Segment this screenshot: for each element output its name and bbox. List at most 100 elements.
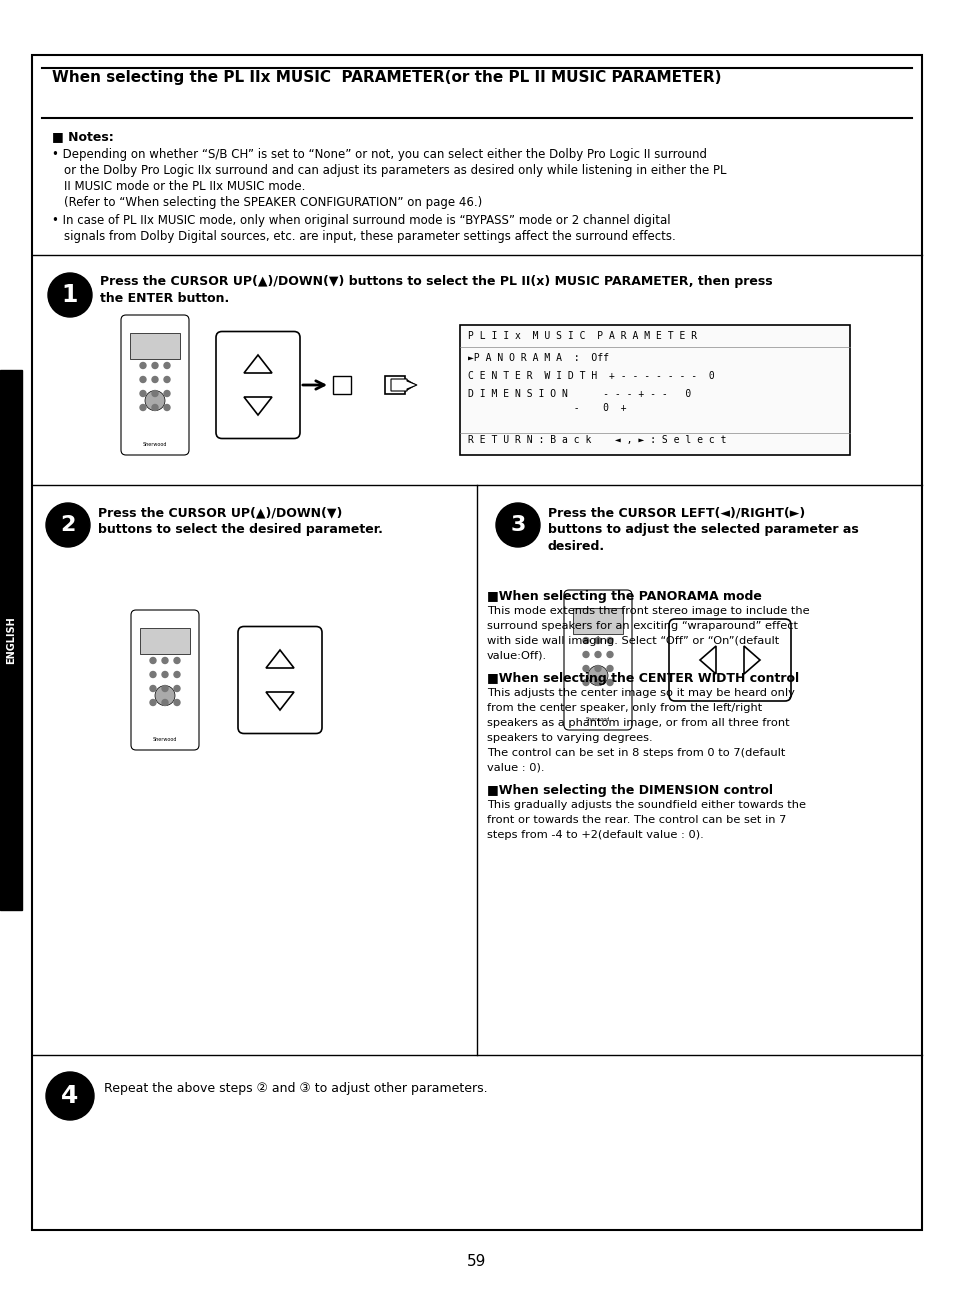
Text: This mode extends the front stereo image to include the: This mode extends the front stereo image…: [486, 606, 809, 616]
Circle shape: [173, 672, 180, 677]
Text: -    0  +: - 0 +: [468, 403, 626, 413]
Polygon shape: [244, 397, 272, 416]
Polygon shape: [266, 691, 294, 710]
Circle shape: [150, 685, 156, 691]
Text: This adjusts the center image so it may be heard only: This adjusts the center image so it may …: [486, 687, 794, 698]
Circle shape: [173, 699, 180, 706]
Text: or the Dolby Pro Logic IIx surround and can adjust its parameters as desired onl: or the Dolby Pro Logic IIx surround and …: [64, 163, 726, 176]
Circle shape: [145, 391, 165, 410]
Text: Sherwood: Sherwood: [143, 442, 167, 447]
Circle shape: [606, 638, 613, 643]
Text: value:Off).: value:Off).: [486, 651, 547, 661]
Polygon shape: [385, 376, 415, 393]
Text: ■When selecting the CENTER WIDTH control: ■When selecting the CENTER WIDTH control: [486, 672, 799, 685]
Circle shape: [152, 391, 158, 396]
Circle shape: [150, 672, 156, 677]
Text: The control can be set in 8 steps from 0 to 7(default: The control can be set in 8 steps from 0…: [486, 748, 784, 758]
Text: II MUSIC mode or the PL IIx MUSIC mode.: II MUSIC mode or the PL IIx MUSIC mode.: [64, 180, 305, 193]
Text: speakers as a phantom image, or from all three front: speakers as a phantom image, or from all…: [486, 718, 789, 728]
Text: Press the CURSOR UP(▲)/DOWN(▼): Press the CURSOR UP(▲)/DOWN(▼): [98, 506, 342, 519]
Text: Sherwood: Sherwood: [585, 718, 610, 721]
Text: value : 0).: value : 0).: [486, 763, 544, 772]
Text: R E T U R N : B a c k    ◄ , ► : S e l e c t: R E T U R N : B a c k ◄ , ► : S e l e c …: [468, 435, 726, 444]
Circle shape: [164, 362, 170, 369]
FancyBboxPatch shape: [131, 610, 199, 750]
FancyBboxPatch shape: [668, 620, 790, 701]
Circle shape: [582, 665, 588, 672]
Text: 1: 1: [62, 284, 78, 307]
Text: the ENTER button.: the ENTER button.: [100, 291, 229, 305]
Circle shape: [606, 665, 613, 672]
Text: This gradually adjusts the soundfield either towards the: This gradually adjusts the soundfield ei…: [486, 800, 805, 810]
Text: speakers to varying degrees.: speakers to varying degrees.: [486, 733, 652, 742]
Polygon shape: [743, 646, 760, 674]
Text: • Depending on whether “S/B CH” is set to “None” or not, you can select either t: • Depending on whether “S/B CH” is set t…: [52, 148, 706, 161]
Bar: [130, 333, 180, 359]
Circle shape: [164, 376, 170, 383]
Text: Repeat the above steps ② and ③ to adjust other parameters.: Repeat the above steps ② and ③ to adjust…: [104, 1082, 487, 1095]
Circle shape: [162, 672, 168, 677]
Text: ■ Notes:: ■ Notes:: [52, 129, 113, 142]
Text: steps from -4 to +2(default value : 0).: steps from -4 to +2(default value : 0).: [486, 830, 703, 840]
Circle shape: [164, 404, 170, 410]
Circle shape: [606, 680, 613, 685]
Polygon shape: [266, 650, 294, 668]
Circle shape: [595, 651, 600, 657]
Text: D I M E N S I O N      - - - + - -   0: D I M E N S I O N - - - + - - 0: [468, 389, 691, 399]
Polygon shape: [391, 379, 416, 391]
Circle shape: [162, 657, 168, 664]
Circle shape: [150, 657, 156, 664]
Text: from the center speaker, only from the left/right: from the center speaker, only from the l…: [486, 703, 761, 714]
Circle shape: [154, 686, 174, 706]
Circle shape: [46, 1072, 94, 1120]
Text: front or towards the rear. The control can be set in 7: front or towards the rear. The control c…: [486, 816, 785, 825]
FancyBboxPatch shape: [563, 589, 631, 731]
Circle shape: [140, 376, 146, 383]
Circle shape: [162, 699, 168, 706]
Text: (Refer to “When selecting the SPEAKER CONFIGURATION” on page 46.): (Refer to “When selecting the SPEAKER CO…: [64, 196, 482, 209]
Text: buttons to select the desired parameter.: buttons to select the desired parameter.: [98, 523, 382, 536]
Polygon shape: [244, 356, 272, 372]
Bar: [333, 376, 351, 393]
Text: with side wall imaging. Select “Off” or “On”(default: with side wall imaging. Select “Off” or …: [486, 637, 779, 646]
Text: surround speakers for an exciting “wraparound” effect: surround speakers for an exciting “wrapa…: [486, 621, 797, 631]
Text: C E N T E R  W I D T H  + - - - - - - -  0: C E N T E R W I D T H + - - - - - - - 0: [468, 371, 714, 382]
Circle shape: [582, 680, 588, 685]
Circle shape: [173, 685, 180, 691]
Circle shape: [582, 651, 588, 657]
Circle shape: [173, 657, 180, 664]
FancyBboxPatch shape: [121, 315, 189, 455]
Circle shape: [595, 665, 600, 672]
Circle shape: [164, 391, 170, 396]
Text: P L I I x  M U S I C  P A R A M E T E R: P L I I x M U S I C P A R A M E T E R: [468, 331, 697, 341]
Circle shape: [152, 404, 158, 410]
FancyBboxPatch shape: [237, 626, 322, 733]
Polygon shape: [700, 646, 716, 674]
Circle shape: [46, 503, 90, 548]
Bar: [140, 627, 190, 654]
Text: Press the CURSOR UP(▲)/DOWN(▼) buttons to select the PL II(x) MUSIC PARAMETER, t: Press the CURSOR UP(▲)/DOWN(▼) buttons t…: [100, 274, 772, 288]
Text: desired.: desired.: [547, 540, 604, 553]
Text: 3: 3: [510, 515, 525, 535]
Text: ►P A N O R A M A  :  Off: ►P A N O R A M A : Off: [468, 353, 608, 363]
Circle shape: [606, 651, 613, 657]
Circle shape: [150, 699, 156, 706]
Text: buttons to adjust the selected parameter as: buttons to adjust the selected parameter…: [547, 523, 858, 536]
Circle shape: [140, 391, 146, 396]
Bar: [0, 370, 22, 910]
Text: Sherwood: Sherwood: [152, 737, 177, 742]
Text: 59: 59: [467, 1253, 486, 1269]
Text: • In case of PL IIx MUSIC mode, only when original surround mode is “BYPASS” mod: • In case of PL IIx MUSIC mode, only whe…: [52, 214, 670, 227]
Circle shape: [496, 503, 539, 548]
Bar: [573, 608, 622, 634]
Circle shape: [140, 404, 146, 410]
Bar: [459, 325, 849, 455]
Circle shape: [48, 273, 91, 318]
Circle shape: [162, 685, 168, 691]
Text: Press the CURSOR LEFT(◄)/RIGHT(►): Press the CURSOR LEFT(◄)/RIGHT(►): [547, 506, 804, 519]
Circle shape: [595, 638, 600, 643]
Text: ■When selecting the DIMENSION control: ■When selecting the DIMENSION control: [486, 784, 772, 797]
Text: When selecting the PL IIx MUSIC  PARAMETER(or the PL II MUSIC PARAMETER): When selecting the PL IIx MUSIC PARAMETE…: [52, 71, 720, 85]
Bar: [32, 55, 921, 1230]
Text: 4: 4: [61, 1084, 78, 1108]
